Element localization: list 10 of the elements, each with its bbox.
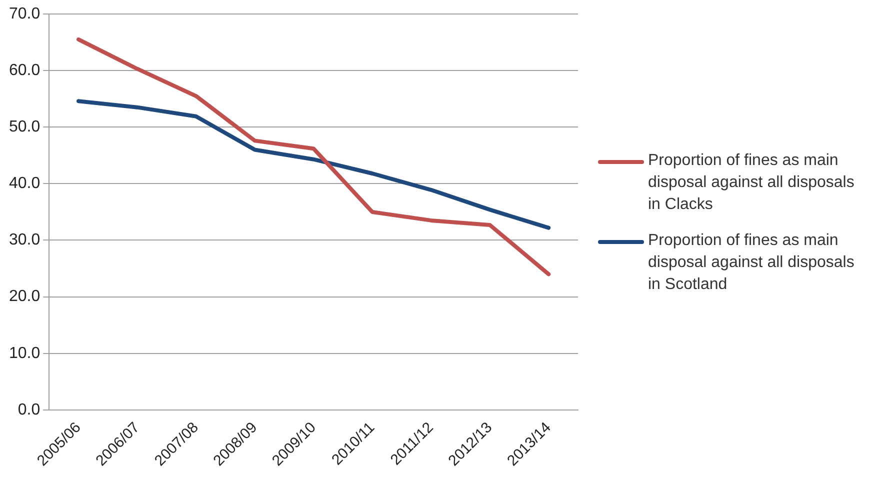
y-tick-label: 20.0 bbox=[9, 288, 40, 306]
y-tick-label: 40.0 bbox=[9, 175, 40, 192]
legend-label: Proportion of fines as main disposal against all disposals in Clacks bbox=[648, 151, 856, 215]
y-tick-label: 30.0 bbox=[9, 232, 40, 249]
y-tick-label: 10.0 bbox=[9, 344, 40, 362]
y-tick-label: 70.0 bbox=[9, 5, 40, 22]
y-tick-label: 50.0 bbox=[9, 118, 40, 136]
legend-label: Proportion of fines as main disposal against all disposals in Scotland bbox=[648, 231, 856, 295]
y-tick-label: 0.0 bbox=[18, 401, 40, 418]
y-tick-label: 60.0 bbox=[9, 62, 40, 79]
